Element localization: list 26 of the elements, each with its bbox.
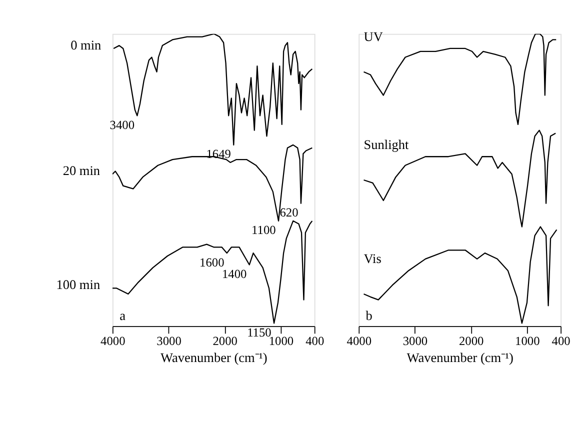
x-tick-label: 2000 <box>212 334 238 348</box>
x-axis-title: Wavenumber (cm⁻¹) <box>160 350 268 366</box>
annotation: 1100 <box>252 223 276 238</box>
annotation: 620 <box>280 206 298 220</box>
series-label: 100 min <box>56 277 100 292</box>
x-tick-label: 3000 <box>402 334 428 348</box>
x-tick-label: 2000 <box>458 334 484 348</box>
annotation: 1649 <box>206 147 231 162</box>
annotation: a <box>120 308 126 323</box>
x-axis-title: Wavenumber (cm⁻¹) <box>406 350 514 366</box>
x-tick-label: 3000 <box>156 334 182 348</box>
annotation: 1400 <box>222 267 247 282</box>
series-label: 0 min <box>70 37 102 52</box>
annotation: 1150 <box>247 326 272 340</box>
annotation: b <box>366 308 373 323</box>
series-label: UV <box>364 28 384 44</box>
x-tick-label: 400 <box>306 334 324 348</box>
annotation: 3400 <box>110 118 135 132</box>
series-label: 20 min <box>62 163 100 178</box>
x-tick-label: 400 <box>552 334 570 348</box>
annotation: 1600 <box>200 255 224 270</box>
series-label: Sunlight <box>364 137 410 152</box>
x-tick-label: 4000 <box>346 334 372 348</box>
x-tick-label: 1000 <box>515 334 540 348</box>
series-label: Vis <box>364 250 382 266</box>
x-tick-label: 4000 <box>100 334 126 348</box>
